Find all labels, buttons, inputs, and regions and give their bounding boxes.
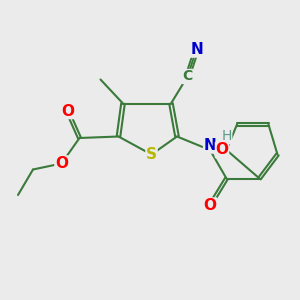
Text: N: N [204,138,216,153]
Text: H: H [221,130,232,143]
Text: O: O [55,156,68,171]
Text: N: N [190,42,203,57]
Text: O: O [61,103,74,118]
Text: S: S [146,147,157,162]
Text: O: O [203,198,217,213]
Text: O: O [215,142,229,158]
Text: C: C [182,70,193,83]
